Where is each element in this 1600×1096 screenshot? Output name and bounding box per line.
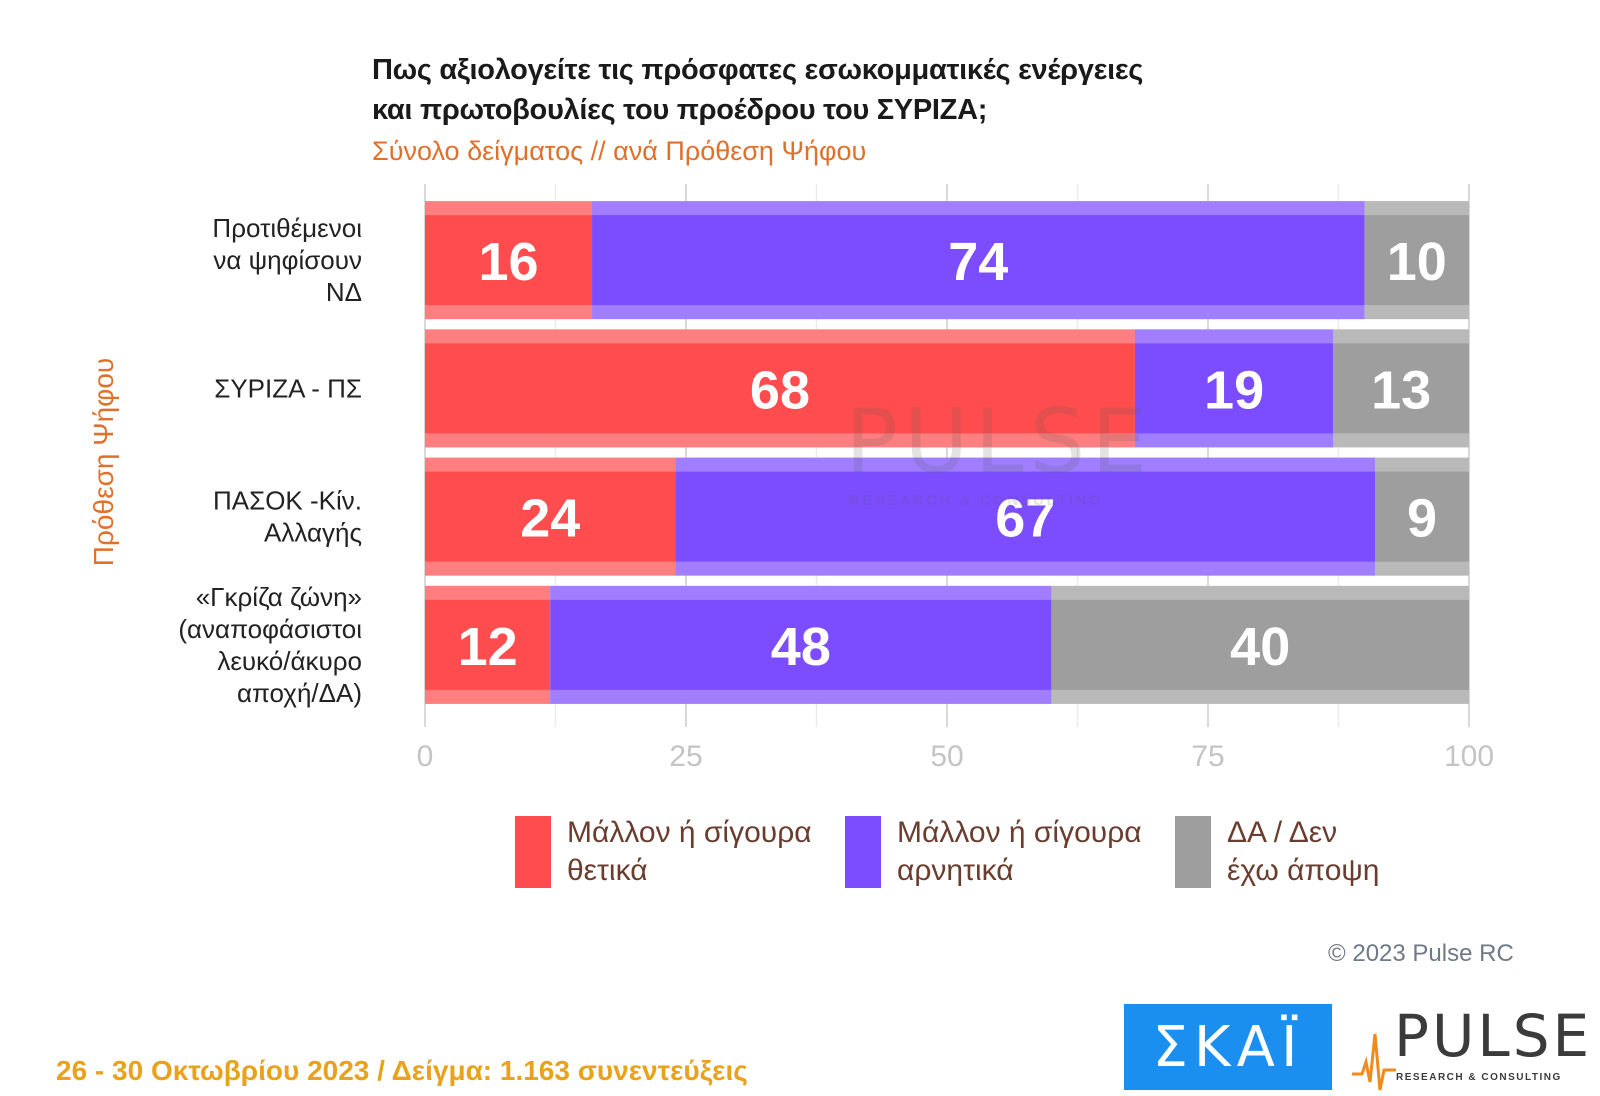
category-label: Αλλαγής bbox=[264, 518, 362, 548]
bar-segment bbox=[1375, 457, 1469, 576]
legend-label-positive-line2: θετικά bbox=[567, 854, 648, 887]
bar-segment bbox=[1364, 201, 1469, 320]
bar-segment-highlight-bottom bbox=[1375, 561, 1469, 576]
data-label: 13 bbox=[1371, 360, 1431, 420]
x-tick-label: 25 bbox=[669, 740, 702, 773]
bar-segment-highlight-top bbox=[1333, 329, 1469, 344]
x-tick-label: 100 bbox=[1444, 740, 1494, 773]
x-tick-label: 50 bbox=[930, 740, 963, 773]
category-label: λευκό/άκυρο bbox=[217, 646, 362, 676]
chart-title-line2: και πρωτοβουλίες του προέδρου του ΣΥΡΙΖΑ… bbox=[372, 94, 988, 126]
bar-segment-highlight-top bbox=[1375, 457, 1469, 472]
category-label: (αναποφάσιστοι bbox=[178, 614, 362, 644]
bar-segment bbox=[675, 457, 1376, 576]
data-label: 48 bbox=[771, 617, 831, 677]
legend-label-no-opinion: ΔΑ / Δεν έχω άποψη bbox=[1227, 814, 1487, 890]
data-label: 67 bbox=[995, 489, 1055, 549]
pulse-logo: PULSE RESEARCH & CONSULTING bbox=[1352, 1002, 1589, 1092]
category-label: ΠΑΣΟΚ -Κίν. bbox=[213, 486, 362, 516]
bar-segment bbox=[425, 585, 551, 704]
bar-segment bbox=[425, 329, 1135, 448]
bar-segment-highlight-top bbox=[425, 329, 1135, 344]
bar-segment-highlight-bottom bbox=[425, 689, 551, 704]
legend-label-positive: Μάλλον ή σίγουρα θετικά bbox=[567, 814, 827, 890]
bar-segment-highlight-top bbox=[1134, 329, 1334, 344]
x-tick-label: 75 bbox=[1191, 740, 1224, 773]
bar-segment-highlight-top bbox=[425, 201, 593, 216]
bar-segment-highlight-top bbox=[592, 201, 1365, 216]
bar-segment-highlight-bottom bbox=[1134, 433, 1334, 448]
legend-swatch-positive bbox=[515, 816, 551, 888]
chart-title: Πως αξιολογείτε τις πρόσφατες εσωκομματι… bbox=[372, 50, 1372, 130]
legend-label-no-opinion-line2: έχω άποψη bbox=[1227, 854, 1380, 887]
bar-segment-highlight-bottom bbox=[1333, 433, 1469, 448]
x-tick-label: 0 bbox=[417, 740, 434, 773]
bar-segment bbox=[425, 201, 593, 320]
data-label: 74 bbox=[948, 232, 1008, 292]
bar-segment-highlight-bottom bbox=[675, 561, 1376, 576]
legend-swatch-negative bbox=[845, 816, 881, 888]
bar-segment-highlight-top bbox=[1364, 201, 1469, 216]
legend-swatch-no-opinion bbox=[1175, 816, 1211, 888]
bar-segment-highlight-top bbox=[425, 457, 676, 472]
bar-segment bbox=[550, 585, 1052, 704]
bar-segment-highlight-bottom bbox=[1364, 305, 1469, 320]
category-label: αποχή/ΔΑ) bbox=[237, 678, 362, 708]
bar-segment-highlight-bottom bbox=[425, 433, 1135, 448]
bar-segment bbox=[1051, 585, 1469, 704]
legend-label-positive-line1: Μάλλον ή σίγουρα bbox=[567, 816, 812, 849]
data-label: 9 bbox=[1407, 489, 1437, 549]
data-label: 24 bbox=[520, 489, 580, 549]
bar-segment bbox=[1333, 329, 1469, 448]
category-label: να ψηφίσουν bbox=[213, 245, 362, 275]
data-label: 16 bbox=[478, 232, 538, 292]
legend-label-negative: Μάλλον ή σίγουρα αρνητικά bbox=[897, 814, 1157, 890]
bar-segment-highlight-top bbox=[550, 585, 1052, 600]
bar-segment-highlight-bottom bbox=[550, 689, 1052, 704]
bar-segment bbox=[425, 457, 676, 576]
legend-label-negative-line2: αρνητικά bbox=[897, 854, 1014, 887]
category-label: ΝΔ bbox=[326, 277, 362, 307]
data-label: 10 bbox=[1387, 232, 1447, 292]
category-label: Προτιθέμενοι bbox=[212, 213, 362, 243]
chart-subtitle: Σύνολο δείγματος // ανά Πρόθεση Ψήφου bbox=[372, 136, 867, 166]
category-label: «Γκρίζα ζώνη» bbox=[196, 582, 362, 612]
copyright-note: © 2023 Pulse RC bbox=[1328, 940, 1514, 967]
pulse-logo-tagline: RESEARCH & CONSULTING bbox=[1396, 1072, 1562, 1083]
data-label: 40 bbox=[1230, 617, 1290, 677]
bar-segment-highlight-bottom bbox=[425, 305, 593, 320]
skai-logo: ΣΚΑΪ bbox=[1124, 1004, 1332, 1090]
bar-segment bbox=[1134, 329, 1334, 448]
chart-title-line1: Πως αξιολογείτε τις πρόσφατες εσωκομματι… bbox=[372, 54, 1144, 86]
bar-segment-highlight-bottom bbox=[425, 561, 676, 576]
category-label: ΣΥΡΙΖΑ - ΠΣ bbox=[214, 373, 362, 403]
bar-segment-highlight-bottom bbox=[592, 305, 1365, 320]
bar-segment-highlight-top bbox=[425, 585, 551, 600]
bar-segment-highlight-top bbox=[1051, 585, 1469, 600]
data-label: 12 bbox=[458, 617, 518, 677]
pulse-heartbeat-icon bbox=[1352, 1033, 1396, 1091]
legend-label-no-opinion-line1: ΔΑ / Δεν bbox=[1227, 816, 1338, 849]
bar-segment bbox=[592, 201, 1365, 320]
survey-dates-sample-note: 26 - 30 Οκτωβρίου 2023 / Δείγμα: 1.163 σ… bbox=[56, 1055, 748, 1086]
bar-segment-highlight-bottom bbox=[1051, 689, 1469, 704]
pulse-logo-word: PULSE bbox=[1394, 1002, 1593, 1070]
bar-segment-highlight-top bbox=[675, 457, 1376, 472]
legend-label-negative-line1: Μάλλον ή σίγουρα bbox=[897, 816, 1142, 849]
data-label: 68 bbox=[750, 360, 810, 420]
data-label: 19 bbox=[1204, 360, 1264, 420]
